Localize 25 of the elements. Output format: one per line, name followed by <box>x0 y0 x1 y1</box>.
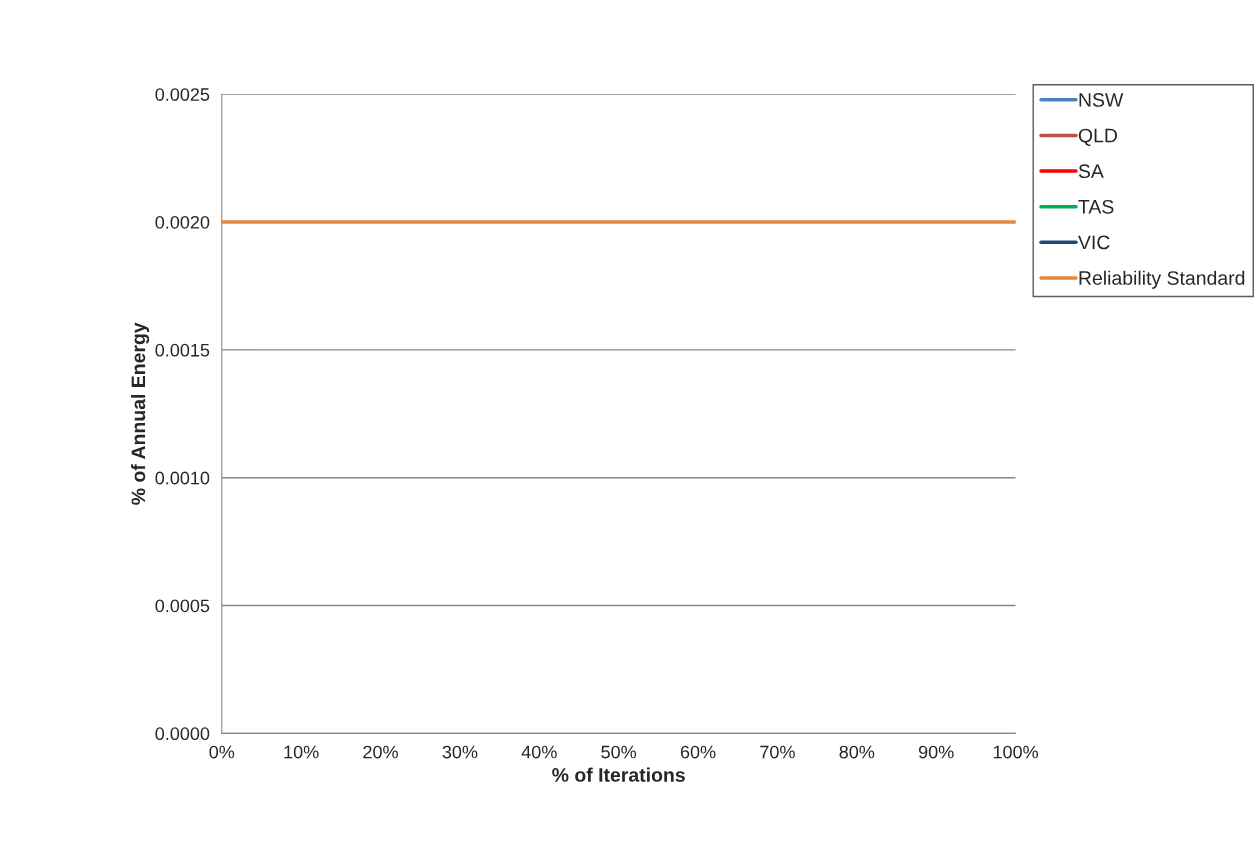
legend-label: VIC <box>1078 235 1110 250</box>
legend-label: Reliability Standard <box>1079 270 1245 289</box>
x-tick-label: 20% <box>363 745 398 759</box>
y-tick-label: 0.0005 <box>155 599 210 613</box>
x-tick-label: 30% <box>442 745 478 759</box>
x-tick-label: 60% <box>680 745 716 759</box>
y-axis-title: % of Annual Energy <box>130 322 150 505</box>
y-tick-label: 0.0015 <box>155 343 210 357</box>
x-tick-label: 10% <box>284 745 319 759</box>
x-tick-label: 70% <box>760 745 795 759</box>
legend-label: QLD <box>1078 128 1117 146</box>
legend-label: SA <box>1078 164 1104 179</box>
x-tick-label: 100% <box>993 745 1039 759</box>
y-tick-label: 0.0000 <box>155 727 210 741</box>
x-tick-label: 0% <box>209 745 235 759</box>
x-tick-label: 80% <box>839 745 875 759</box>
y-tick-label: 0.0025 <box>155 88 210 101</box>
x-tick-label: 40% <box>521 745 557 759</box>
x-axis-title: % of Iterations <box>552 767 685 782</box>
y-tick-label: 0.0020 <box>155 215 210 229</box>
legend-label: NSW <box>1079 93 1124 107</box>
legend-label: TAS <box>1078 199 1114 214</box>
y-tick-label: 0.0010 <box>155 471 210 485</box>
x-tick-label: 50% <box>601 745 637 759</box>
x-tick-label: 90% <box>918 745 954 759</box>
